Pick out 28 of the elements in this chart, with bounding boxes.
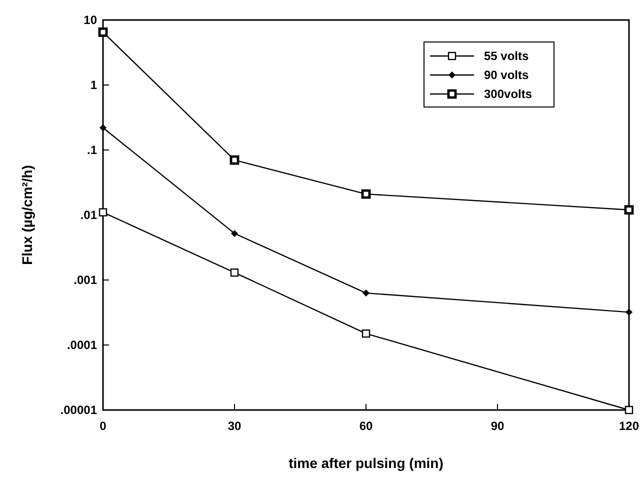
point — [361, 189, 371, 199]
x-tick-label: 120 — [618, 419, 640, 433]
x-tick-label: 0 — [100, 419, 107, 433]
point — [98, 27, 108, 37]
y-tick-label: .00001 — [60, 403, 98, 417]
y-tick-label: .001 — [74, 273, 98, 287]
legend-label: 90 volts — [484, 68, 530, 82]
point — [100, 124, 106, 132]
point — [230, 155, 240, 165]
y-tick-label: 1 — [90, 78, 98, 92]
y-tick-label: 10 — [84, 13, 98, 27]
x-tick-label: 60 — [359, 419, 373, 433]
point — [362, 290, 370, 297]
y-axis-title: Flux (µg/cm²/h) — [19, 165, 35, 265]
point — [230, 268, 239, 277]
legend-label: 300volts — [484, 87, 532, 101]
point — [626, 308, 632, 316]
y-tick-label: .1 — [86, 143, 98, 157]
x-tick-label: 30 — [228, 419, 242, 433]
y-tick-label: .0001 — [66, 338, 98, 352]
point — [362, 329, 370, 338]
x-axis-title: time after pulsing (min) — [288, 455, 444, 471]
point — [231, 230, 238, 237]
y-tick-label: .01 — [80, 208, 98, 222]
point — [624, 406, 634, 414]
point — [624, 205, 634, 215]
legend-label: 55 volts — [484, 49, 530, 63]
x-tick-label: 90 — [490, 419, 504, 433]
